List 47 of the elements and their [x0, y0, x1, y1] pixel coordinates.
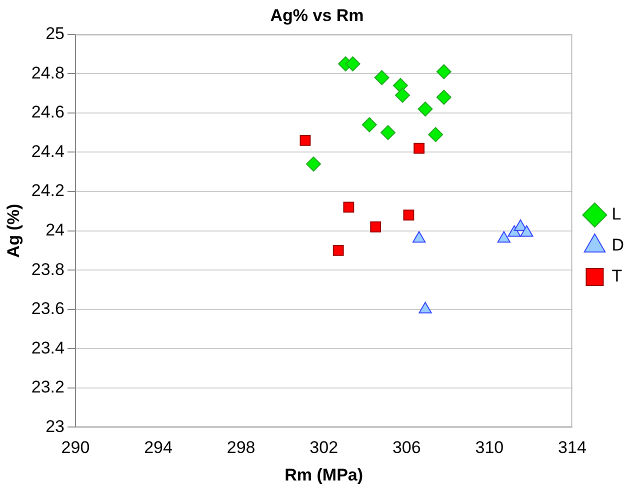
y-tick-label: 24 [46, 220, 64, 240]
legend-label: L [612, 204, 622, 224]
point [436, 64, 452, 80]
y-tick-label: 23.2 [31, 378, 64, 397]
point [374, 70, 390, 86]
point [418, 302, 432, 314]
y-tick-label: 24.2 [31, 181, 64, 200]
x-tick-label: 306 [392, 438, 421, 458]
y-tick-label: 23.4 [31, 338, 64, 358]
point [414, 142, 425, 154]
point [508, 225, 521, 237]
x-tick-label: 314 [558, 438, 586, 458]
point [497, 231, 510, 243]
x-tick-label: 302 [310, 438, 338, 458]
legend-label: T [612, 266, 622, 286]
point [380, 125, 396, 140]
point [345, 56, 360, 72]
y-tick-label: 23.8 [31, 260, 64, 279]
y-tick-label: 23.6 [31, 299, 64, 318]
y-tick-label: 24.4 [31, 142, 64, 161]
chart-title: Ag% vs Rm [270, 6, 364, 25]
x-tick-label: 290 [61, 438, 90, 458]
point [300, 135, 311, 146]
y-tick-label: 24.6 [31, 102, 64, 122]
y-tick-label: 23 [46, 416, 64, 436]
point [514, 219, 528, 231]
x-tick-label: 294 [144, 438, 172, 458]
point [412, 231, 426, 243]
point [332, 244, 344, 256]
point [306, 156, 322, 172]
legend-label: D [612, 236, 624, 255]
point [343, 202, 354, 213]
x-tick-label: 310 [475, 438, 504, 458]
point [370, 221, 382, 232]
y-tick-label: 25 [46, 24, 64, 44]
point [362, 117, 377, 132]
point [403, 210, 414, 221]
point [520, 225, 534, 237]
point [392, 78, 408, 93]
point [436, 90, 452, 105]
point [395, 88, 410, 103]
x-axis-title: Rm (MPa) [284, 465, 364, 484]
y-tick-label: 24.8 [31, 63, 64, 82]
y-axis-title: Ag (%) [4, 204, 23, 258]
x-tick-label: 298 [226, 438, 256, 458]
point [428, 127, 444, 142]
point [418, 102, 433, 117]
